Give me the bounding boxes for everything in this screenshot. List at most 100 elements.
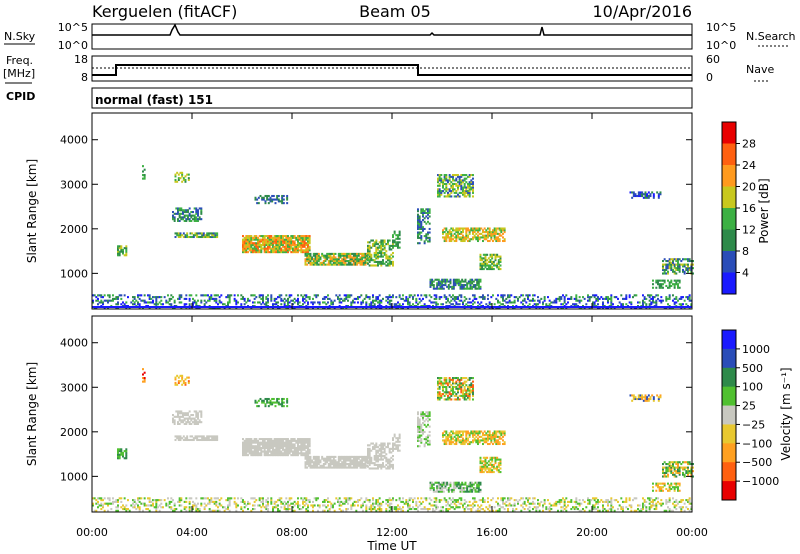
data-cell [288,450,291,453]
data-cell [262,445,264,448]
data-cell [332,263,335,266]
data-cell [380,444,383,447]
data-cell [457,296,459,299]
data-cell [422,226,424,229]
data-cell [670,281,673,284]
data-cell [242,251,244,254]
data-cell [235,301,238,304]
data-cell [324,463,327,466]
data-cell [502,296,504,299]
data-cell [188,294,191,297]
data-cell [392,244,394,247]
freq-label-2: [MHz] [3,67,35,80]
data-cell [288,448,291,451]
data-cell [380,446,383,449]
data-cell [467,282,470,285]
data-cell [455,296,458,299]
data-cell [98,294,101,297]
data-cell [442,382,444,385]
data-cell [390,244,393,247]
data-cell [370,460,373,463]
data-cell [263,441,266,444]
data-cell [454,483,457,486]
data-cell [453,439,456,442]
data-cell [446,483,449,486]
data-cell [457,231,459,234]
colorbar-swatch [722,229,736,252]
data-cell [297,452,299,455]
data-cell [470,430,473,433]
data-cell [445,437,448,440]
data-cell [453,182,456,186]
data-cell [250,249,253,252]
data-cell [393,241,396,244]
data-cell [243,454,246,457]
data-cell [503,231,506,234]
data-cell [378,458,381,461]
data-cell [123,507,126,511]
data-cell [132,299,134,302]
data-cell [465,238,468,241]
data-cell [428,411,431,414]
data-cell [495,297,498,300]
data-cell [270,240,273,243]
data-cell [492,231,494,234]
data-cell [206,435,209,438]
data-cell [297,249,299,252]
data-cell [495,442,498,446]
data-cell [316,463,319,466]
data-cell [281,196,284,199]
data-cell [103,299,106,302]
data-cell [458,236,461,239]
data-cell [688,258,691,261]
data-cell [668,284,671,288]
data-cell [192,234,195,237]
data-cell [658,283,661,286]
data-cell [184,175,187,178]
data-cell [336,261,339,264]
data-cell [688,461,691,464]
data-cell [331,263,334,266]
data-cell [448,231,451,234]
data-cell [174,378,177,381]
data-cell [196,235,199,239]
data-cell [683,473,686,476]
data-cell [341,466,344,469]
data-cell [673,470,676,473]
data-cell [182,178,185,182]
data-cell [648,294,651,297]
data-cell [482,294,484,297]
data-cell [303,251,306,254]
data-cell [440,396,443,399]
data-cell [213,294,216,297]
data-cell [675,466,678,469]
data-cell [458,184,461,187]
data-cell [293,235,296,238]
data-cell [256,401,259,404]
data-cell [352,464,355,467]
data-cell [462,432,464,435]
data-cell [487,234,489,237]
data-cell [432,287,435,290]
colorbar-tick-label: 24 [742,159,756,172]
data-cell [678,258,681,261]
data-cell [630,303,633,306]
data-cell [298,445,301,448]
data-cell [393,230,396,233]
data-cell [322,260,325,263]
data-cell [316,461,319,464]
data-cell [479,268,482,271]
data-cell [680,260,683,263]
data-cell [278,446,281,450]
data-cell [677,263,679,266]
data-cell [193,421,196,424]
data-cell [392,467,394,470]
data-cell [368,260,371,263]
data-cell [329,252,332,255]
data-cell [453,195,456,198]
data-cell [307,303,309,306]
data-cell [349,466,352,469]
data-cell [449,278,452,281]
data-cell [265,454,268,457]
data-cell [339,252,342,255]
